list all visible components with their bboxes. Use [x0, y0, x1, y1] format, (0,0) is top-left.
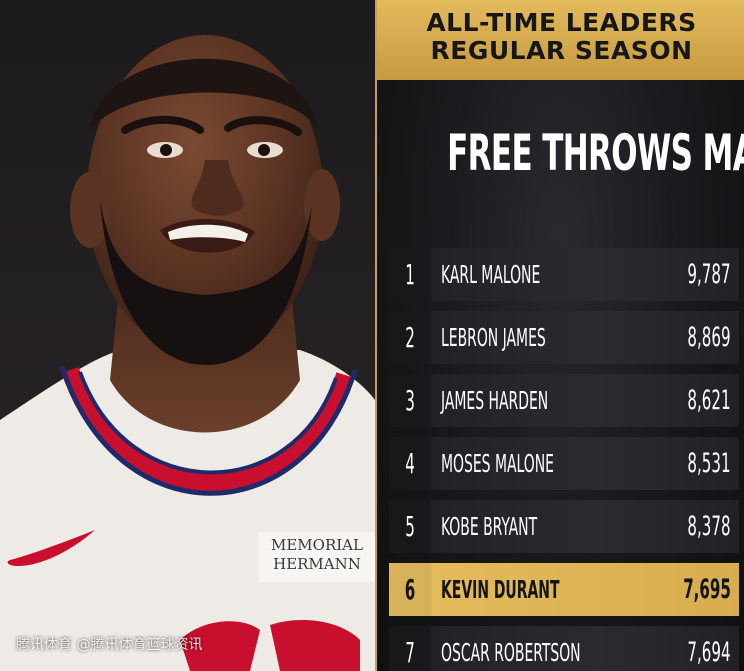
sponsor-line-1: MEMORIAL — [271, 536, 363, 554]
leader-row-2: 2 LEBRON JAMES 8,869 — [389, 311, 739, 364]
leader-rank: 7 — [405, 636, 415, 669]
leader-row-1: 1 KARL MALONE 9,787 — [389, 248, 739, 301]
sponsor-line-2: HERMANN — [273, 555, 361, 573]
leader-value: 7,694 — [687, 637, 731, 668]
leader-name: MOSES MALONE — [441, 449, 554, 478]
leader-row-4: 4 MOSES MALONE 8,531 — [389, 437, 739, 490]
jersey-sponsor-patch: MEMORIAL HERMANN — [258, 532, 375, 582]
leader-rank: 4 — [405, 447, 415, 480]
leader-row-3: 3 JAMES HARDEN 8,621 — [389, 374, 739, 427]
leader-name: KEVIN DURANT — [441, 575, 560, 604]
leader-row-7: 7 OSCAR ROBERTSON 7,694 — [389, 626, 739, 671]
leader-row-6-highlighted: 6 KEVIN DURANT 7,695 — [389, 563, 739, 616]
player-illustration — [0, 35, 375, 671]
header-banner: ALL-TIME LEADERS REGULAR SEASON — [377, 0, 744, 80]
leader-name: KOBE BRYANT — [441, 512, 538, 541]
leader-value: 8,531 — [687, 448, 731, 479]
leader-rank: 3 — [405, 384, 415, 417]
leader-name: LEBRON JAMES — [441, 323, 546, 352]
leaders-panel: ALL-TIME LEADERS REGULAR SEASON FREE THR… — [375, 0, 744, 671]
leader-name: KARL MALONE — [441, 260, 541, 289]
leader-row-5: 5 KOBE BRYANT 8,378 — [389, 500, 739, 553]
leader-rank: 6 — [404, 573, 416, 606]
header-line-1: ALL-TIME LEADERS — [426, 8, 697, 37]
leader-value: 9,787 — [687, 259, 731, 290]
leader-value: 8,621 — [687, 385, 731, 416]
player-photo: MEMORIAL HERMANN 腾讯体育 @腾讯体育篮球资讯 — [0, 0, 375, 671]
watermark: 腾讯体育 @腾讯体育篮球资讯 — [16, 637, 203, 653]
leader-value: 8,869 — [687, 322, 731, 353]
leader-value: 8,378 — [687, 511, 731, 542]
leader-name: OSCAR ROBERTSON — [441, 638, 581, 667]
leaders-list: 1 KARL MALONE 9,787 2 LEBRON JAMES 8,869… — [389, 248, 739, 671]
leader-name: JAMES HARDEN — [441, 386, 549, 415]
header-line-2: REGULAR SEASON — [430, 36, 693, 65]
leader-rank: 2 — [405, 321, 415, 354]
leader-rank: 5 — [405, 510, 415, 543]
stat-title: FREE THROWS MADE — [447, 124, 744, 182]
leader-rank: 1 — [405, 258, 415, 291]
leader-value: 7,695 — [683, 574, 731, 605]
